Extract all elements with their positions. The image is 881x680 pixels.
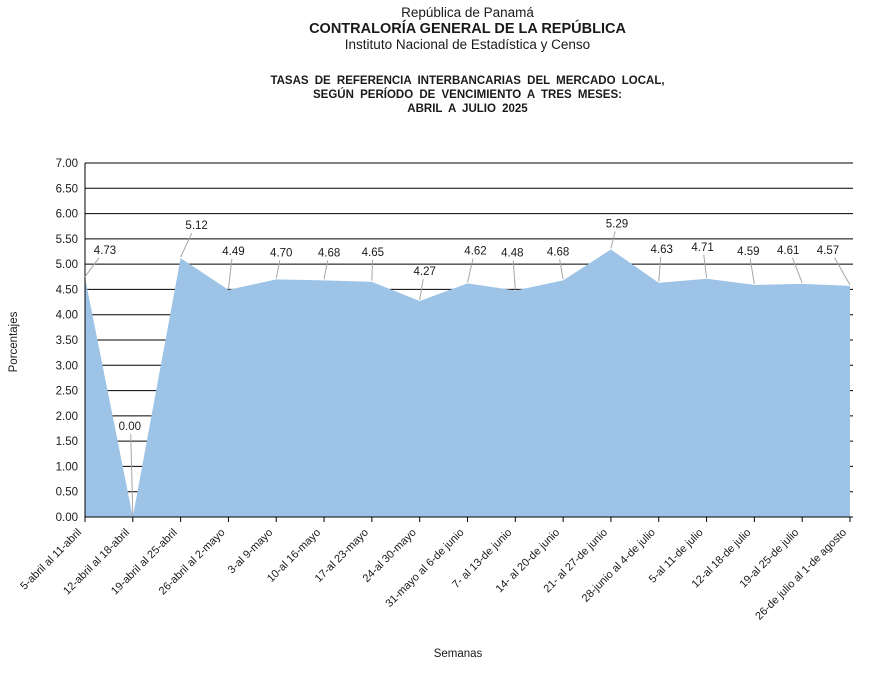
chart-title-line3: ABRIL A JULIO 2025	[407, 103, 528, 115]
leader-line	[84, 257, 100, 278]
data-label: 4.70	[270, 247, 292, 259]
data-label: 4.71	[691, 242, 713, 254]
data-label: 4.65	[362, 247, 384, 259]
x-tick-label: 26-de julio al 1-de agosto	[753, 527, 849, 623]
data-label: 4.48	[501, 247, 523, 259]
data-label: 4.61	[777, 245, 799, 257]
y-tick-label: 1.00	[56, 461, 78, 473]
leader-line	[703, 254, 708, 278]
data-label: 4.57	[817, 245, 839, 257]
data-label: 4.68	[318, 247, 340, 259]
country-title: República de Panamá	[401, 5, 534, 20]
leader-line	[834, 257, 851, 286]
area-chart: 0.00 0.50 1.00 1.50 2.00 2.50 3.00 3.50 4.00 4.50…	[8, 158, 853, 660]
y-tick-label: 1.50	[56, 436, 78, 448]
leader-line	[419, 278, 424, 301]
leader-line	[512, 260, 516, 290]
leader-line	[227, 258, 233, 289]
report-header: República de Panamá CONTRALORÍA GENERAL …	[27, 5, 881, 53]
y-tick-label: 6.00	[56, 209, 78, 221]
leader-line	[323, 260, 329, 280]
data-label: 5.29	[606, 218, 628, 230]
leader-line	[130, 433, 134, 517]
y-tick-label: 5.50	[56, 234, 78, 246]
data-label: 4.73	[94, 245, 116, 257]
data-label: 4.49	[222, 246, 244, 258]
leader-line	[610, 231, 616, 249]
data-label: 4.62	[464, 245, 486, 257]
y-tick-label: 0.50	[56, 487, 78, 499]
area-series	[85, 249, 850, 517]
leader-line	[559, 259, 564, 280]
data-label: 4.27	[413, 266, 435, 278]
y-tick-label: 3.50	[56, 335, 78, 347]
x-tick-label: 3-al 9-mayo	[226, 527, 276, 577]
chart-title-line2: SEGÚN PERÍODO DE VENCIMIENTO A TRES MESE…	[313, 89, 622, 101]
chart-title: TASAS DE REFERENCIA INTERBANCARIAS DEL M…	[27, 74, 881, 116]
data-label: 5.12	[185, 220, 207, 232]
y-tick-label: 2.50	[56, 386, 78, 398]
y-axis-title: Porcentajes	[8, 311, 20, 372]
y-tick-label: 4.50	[56, 284, 78, 296]
y-tick-label: 2.00	[56, 411, 78, 423]
leader-line	[658, 256, 662, 282]
leader-line	[467, 258, 474, 283]
y-tick-label: 0.00	[56, 512, 78, 524]
y-tick-label: 7.00	[56, 158, 78, 170]
data-label: 0.00	[119, 421, 141, 433]
y-tick-label: 3.00	[56, 360, 78, 372]
data-label: 4.63	[651, 244, 673, 256]
chart-title-line1: TASAS DE REFERENCIA INTERBANCARIAS DEL M…	[270, 75, 665, 87]
leader-line	[180, 232, 193, 258]
x-tick-label: 31-mayo al 6-de junio	[383, 527, 466, 610]
institution-title: CONTRALORÍA GENERAL DE LA REPÚBLICA	[309, 21, 626, 37]
y-tick-label: 6.50	[56, 183, 78, 195]
leader-line	[275, 260, 281, 279]
data-label: 4.68	[547, 246, 569, 258]
leader-line	[749, 258, 755, 284]
y-tick-label: 5.00	[56, 259, 78, 271]
department-title: Instituto Nacional de Estadística y Cens…	[344, 37, 591, 52]
data-label: 4.59	[737, 246, 759, 258]
leader-line	[371, 259, 374, 281]
y-tick-label: 4.00	[56, 310, 78, 322]
x-axis-title: Semanas	[434, 648, 483, 660]
leader-line	[791, 257, 803, 284]
